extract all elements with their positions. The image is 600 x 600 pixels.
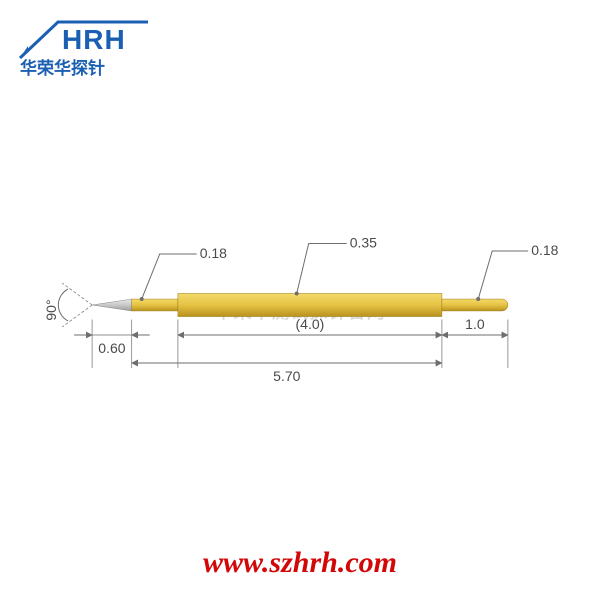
svg-text:0.18: 0.18: [531, 242, 558, 258]
technical-drawing: 0.18 0.35 0.18 90° 0.60 (4.0) 1.0 5.70: [0, 0, 600, 600]
svg-text:0.18: 0.18: [200, 245, 227, 261]
svg-text:0.60: 0.60: [98, 340, 125, 356]
svg-text:5.70: 5.70: [273, 368, 300, 384]
svg-text:1.0: 1.0: [465, 316, 485, 332]
website-url: www.szhrh.com: [0, 546, 600, 580]
svg-text:0.35: 0.35: [350, 234, 377, 250]
svg-text:90°: 90°: [43, 299, 59, 320]
svg-text:(4.0): (4.0): [296, 316, 325, 332]
